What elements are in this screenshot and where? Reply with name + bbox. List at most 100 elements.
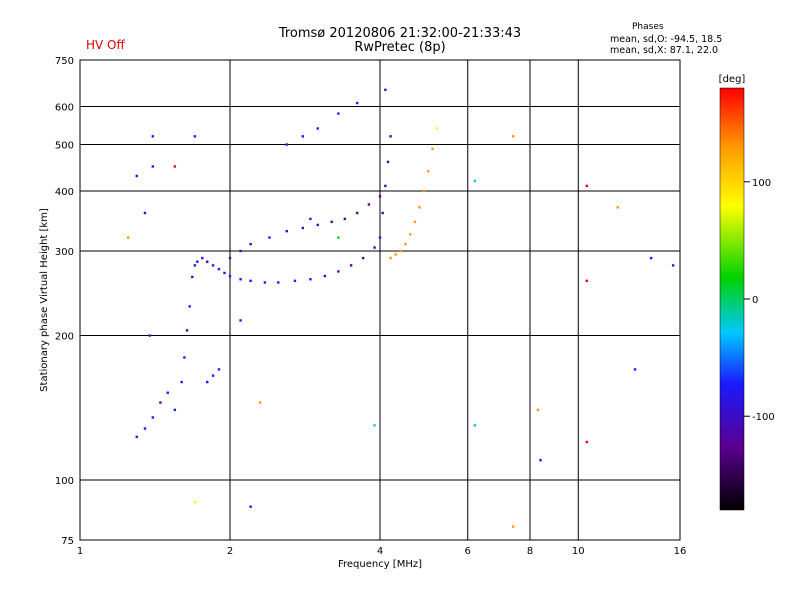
data-point — [355, 211, 359, 215]
data-point — [539, 458, 542, 462]
data-point — [361, 256, 365, 260]
phase-stats-title: Phases — [632, 22, 664, 32]
data-point — [511, 135, 515, 138]
data-point — [285, 229, 288, 233]
data-point — [373, 246, 376, 249]
data-point — [239, 319, 242, 322]
data-point — [151, 165, 155, 168]
data-point — [435, 127, 438, 130]
colorbar-label: [deg] — [719, 74, 746, 85]
data-point — [180, 380, 183, 384]
data-point — [309, 217, 312, 221]
data-point — [135, 174, 138, 178]
data-point — [671, 264, 675, 267]
data-point — [185, 329, 189, 332]
data-point — [301, 226, 305, 230]
data-point — [193, 264, 197, 267]
data-point — [259, 401, 262, 404]
data-point — [422, 189, 426, 193]
data-point — [228, 256, 232, 260]
data-point — [384, 88, 387, 92]
data-point — [249, 279, 252, 283]
data-point — [143, 211, 147, 215]
data-point — [389, 256, 392, 260]
colorbar-ticks-layer: 100 0 -100 — [744, 178, 775, 423]
chart-title: Tromsø 20120806 21:32:00-21:33:43 — [278, 26, 522, 41]
data-point — [159, 401, 162, 404]
data-point — [378, 236, 382, 239]
data-point — [616, 206, 619, 209]
x-tick-label: 16 — [674, 546, 687, 557]
data-point — [211, 264, 215, 267]
data-point — [330, 220, 333, 224]
y-tick-label: 750 — [55, 56, 74, 67]
data-point — [166, 391, 169, 394]
x-axis-title: Frequency [MHz] — [338, 559, 422, 570]
data-point — [355, 101, 359, 105]
data-point — [196, 260, 199, 263]
data-point — [349, 264, 353, 267]
x-tick-label: 8 — [527, 546, 533, 557]
y-axis-title: Stationary phase Virtual Height [km] — [39, 208, 50, 392]
data-point — [205, 380, 209, 384]
data-point — [585, 184, 588, 188]
x-tick-label: 10 — [572, 546, 585, 557]
data-point — [409, 233, 412, 236]
data-point — [173, 408, 177, 412]
data-points-layer — [127, 88, 675, 528]
data-point — [431, 147, 434, 150]
data-point — [301, 135, 305, 138]
colorbar-tick-label: 100 — [752, 178, 771, 189]
data-point — [427, 169, 430, 173]
data-point — [135, 435, 138, 439]
data-point — [249, 505, 252, 508]
data-point — [585, 279, 588, 283]
data-point — [343, 217, 347, 221]
x-tick-label: 1 — [77, 546, 83, 557]
y-tick-label: 100 — [55, 476, 74, 487]
data-point — [193, 135, 197, 138]
data-point — [473, 179, 477, 183]
data-point — [239, 249, 242, 253]
data-point — [418, 206, 421, 209]
data-point — [337, 236, 340, 239]
data-point — [239, 278, 242, 281]
x-tick-label: 6 — [465, 546, 471, 557]
data-point — [148, 334, 151, 337]
data-point — [228, 274, 232, 278]
data-point — [191, 275, 194, 279]
data-point — [217, 368, 221, 371]
data-point — [188, 305, 191, 308]
y-tick-label: 400 — [55, 187, 74, 198]
data-point — [316, 223, 319, 227]
data-point — [309, 278, 312, 281]
data-point — [277, 281, 280, 284]
grid-layer — [80, 60, 680, 540]
data-point — [211, 374, 215, 377]
data-point — [183, 356, 186, 359]
data-point — [223, 271, 226, 275]
data-point — [193, 500, 197, 504]
data-point — [386, 160, 390, 164]
data-point — [367, 203, 371, 206]
axis-ticks-layer: 1 2 4 6 8 10 16 75 100 200 300 400 500 600 750 — [55, 56, 686, 557]
x-tick-label: 4 — [377, 546, 383, 557]
data-point — [316, 127, 319, 130]
y-tick-label: 500 — [55, 141, 74, 152]
colorbar — [719, 87, 745, 511]
data-point — [151, 416, 155, 419]
data-point — [217, 267, 221, 271]
data-point — [378, 195, 382, 198]
y-tick-label: 200 — [55, 332, 74, 343]
data-point — [268, 236, 271, 239]
data-point — [389, 135, 392, 138]
data-point — [633, 368, 637, 371]
data-point — [384, 184, 387, 188]
data-point — [413, 220, 417, 224]
plot-frame — [79, 59, 681, 541]
data-point — [263, 281, 267, 284]
data-point — [536, 408, 540, 412]
data-point — [173, 165, 177, 168]
data-point — [249, 242, 252, 246]
